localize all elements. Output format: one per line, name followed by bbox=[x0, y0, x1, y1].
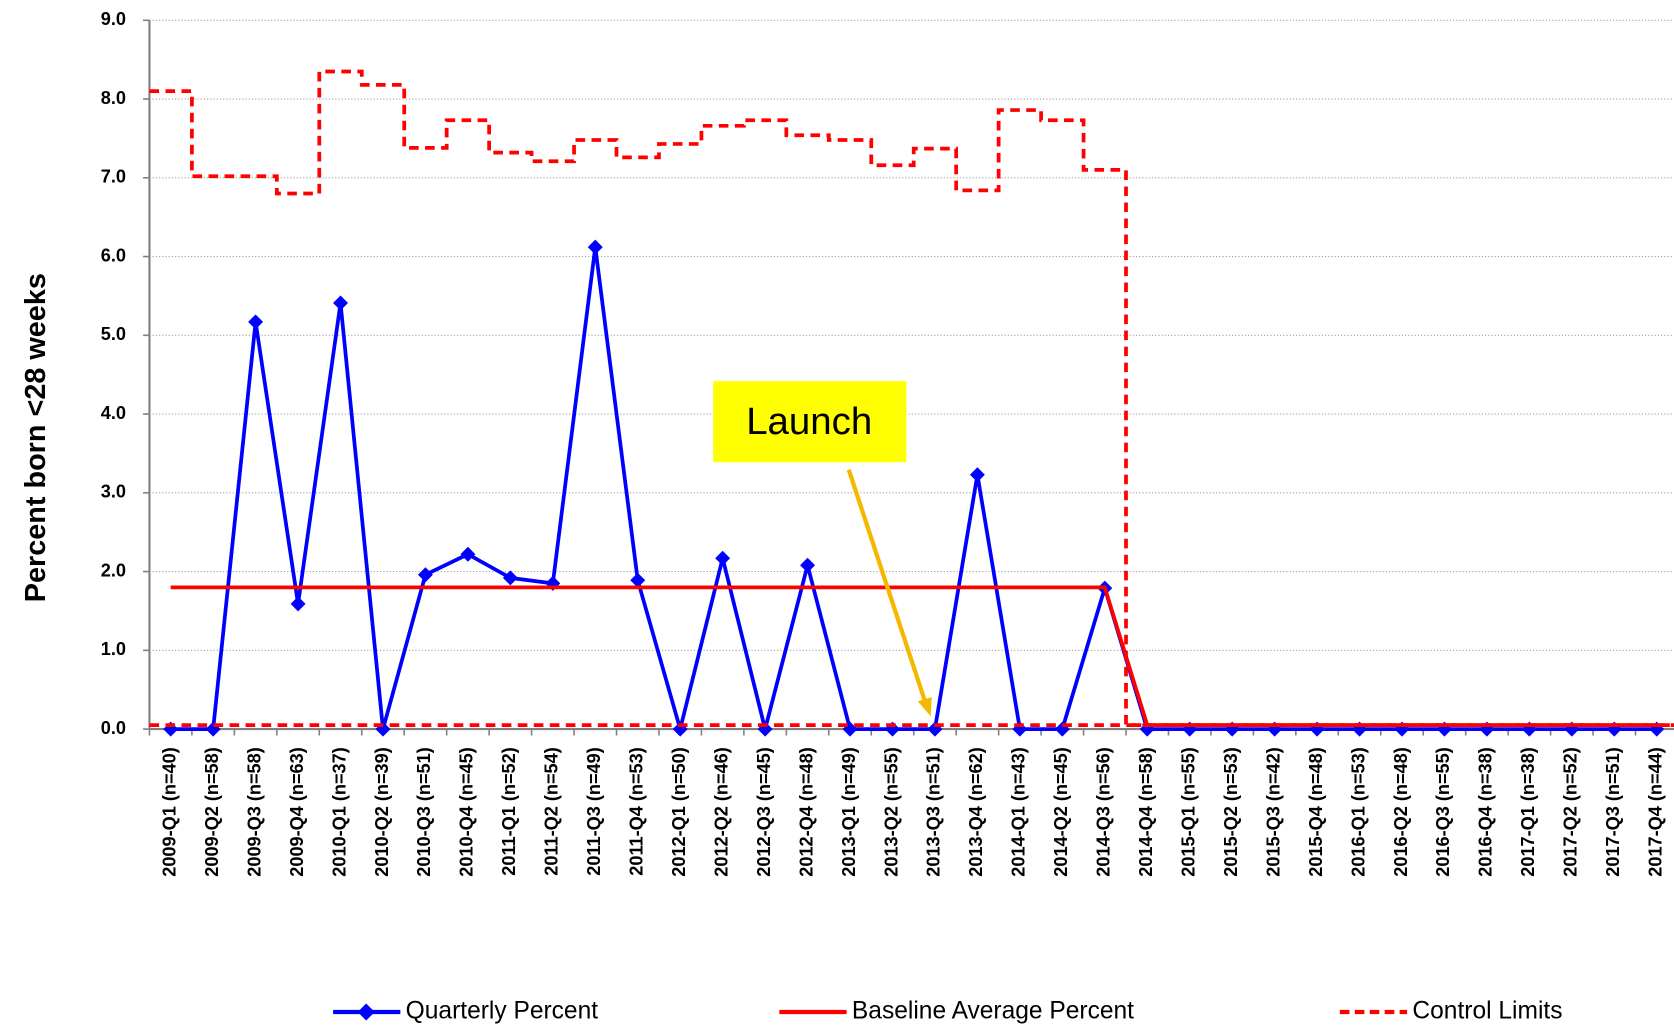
x-tick-label: 2009-Q1 (n=40) bbox=[159, 747, 179, 876]
legend-label: Control Limits bbox=[1412, 997, 1562, 1024]
x-tick-label: 2011-Q2 (n=54) bbox=[542, 747, 562, 875]
y-tick-label: 0.0 bbox=[101, 718, 126, 738]
x-tick-label: 2015-Q3 (n=42) bbox=[1263, 747, 1283, 876]
x-tick-label: 2011-Q4 (n=53) bbox=[627, 747, 647, 875]
upper-control-limit bbox=[149, 69, 1674, 728]
x-tick-label: 2016-Q1 (n=53) bbox=[1348, 747, 1368, 876]
data-point bbox=[587, 239, 603, 255]
legend-label: Baseline Average Percent bbox=[852, 997, 1134, 1024]
y-tick-label: 1.0 bbox=[101, 639, 126, 659]
x-tick-label: 2010-Q4 (n=45) bbox=[457, 747, 477, 876]
x-tick-label: 2010-Q3 (n=51) bbox=[414, 747, 434, 876]
data-point bbox=[969, 467, 985, 483]
y-tick-label: 9.0 bbox=[101, 9, 126, 29]
x-tick-label: 2011-Q1 (n=52) bbox=[499, 747, 519, 875]
x-tick-label: 2009-Q4 (n=63) bbox=[287, 747, 307, 876]
x-tick-label: 2011-Q3 (n=49) bbox=[584, 747, 604, 875]
legend-label: Quarterly Percent bbox=[406, 997, 599, 1024]
y-tick-label: 7.0 bbox=[101, 167, 126, 187]
annotation-arrowhead bbox=[917, 697, 932, 717]
data-point bbox=[630, 572, 646, 588]
x-tick-label: 2014-Q2 (n=45) bbox=[1051, 747, 1071, 876]
y-tick-label: 3.0 bbox=[101, 482, 126, 502]
x-tick-label: 2015-Q1 (n=55) bbox=[1178, 747, 1198, 876]
x-tick-label: 2010-Q1 (n=37) bbox=[329, 747, 349, 876]
x-tick-label: 2017-Q4 (n=44) bbox=[1646, 747, 1666, 876]
data-point bbox=[417, 567, 433, 583]
y-tick-label: 2.0 bbox=[101, 560, 126, 580]
y-tick-label: 8.0 bbox=[101, 88, 126, 108]
data-point bbox=[248, 314, 264, 330]
data-point bbox=[460, 546, 476, 562]
x-tick-label: 2010-Q2 (n=39) bbox=[372, 747, 392, 876]
y-axis-label: Percent born <28 weeks bbox=[20, 273, 52, 602]
x-tick-label: 2017-Q2 (n=52) bbox=[1561, 747, 1581, 876]
x-tick-label: 2012-Q2 (n=46) bbox=[711, 747, 731, 876]
x-tick-label: 2014-Q1 (n=43) bbox=[1009, 747, 1029, 876]
x-tick-label: 2015-Q4 (n=48) bbox=[1306, 747, 1326, 876]
x-tick-label: 2009-Q3 (n=58) bbox=[244, 747, 264, 876]
data-point bbox=[715, 550, 731, 566]
y-tick-label: 5.0 bbox=[101, 324, 126, 344]
x-tick-label: 2012-Q1 (n=50) bbox=[669, 747, 689, 876]
x-tick-label: 2012-Q4 (n=48) bbox=[796, 747, 816, 876]
x-tick-label: 2013-Q1 (n=49) bbox=[839, 747, 859, 876]
series-line bbox=[170, 585, 1657, 728]
x-tick-label: 2016-Q2 (n=48) bbox=[1391, 747, 1411, 876]
annotation-arrow bbox=[846, 469, 929, 707]
x-tick-label: 2013-Q3 (n=51) bbox=[924, 747, 944, 876]
data-point bbox=[333, 295, 349, 311]
x-tick-label: 2017-Q3 (n=51) bbox=[1603, 747, 1623, 876]
series-line bbox=[170, 246, 1657, 737]
x-tick-label: 2016-Q3 (n=55) bbox=[1433, 747, 1453, 876]
data-point bbox=[502, 570, 518, 586]
y-tick-label: 6.0 bbox=[101, 245, 126, 265]
x-tick-label: 2014-Q4 (n=58) bbox=[1136, 747, 1156, 876]
annotation-box bbox=[713, 381, 907, 463]
x-tick-label: 2013-Q2 (n=55) bbox=[881, 747, 901, 876]
x-tick-label: 2013-Q4 (n=62) bbox=[966, 747, 986, 876]
x-tick-label: 2017-Q1 (n=38) bbox=[1518, 747, 1538, 876]
x-tick-label: 2015-Q2 (n=53) bbox=[1221, 747, 1241, 876]
x-tick-label: 2016-Q4 (n=38) bbox=[1476, 747, 1496, 876]
x-tick-label: 2012-Q3 (n=45) bbox=[754, 747, 774, 876]
annotation-text: Launch bbox=[746, 400, 872, 443]
x-tick-label: 2009-Q2 (n=58) bbox=[202, 747, 222, 876]
x-tick-label: 2014-Q3 (n=56) bbox=[1094, 747, 1114, 876]
legend-marker bbox=[357, 1003, 375, 1021]
data-point bbox=[290, 596, 306, 612]
data-point bbox=[800, 557, 816, 573]
y-tick-label: 4.0 bbox=[101, 403, 126, 423]
